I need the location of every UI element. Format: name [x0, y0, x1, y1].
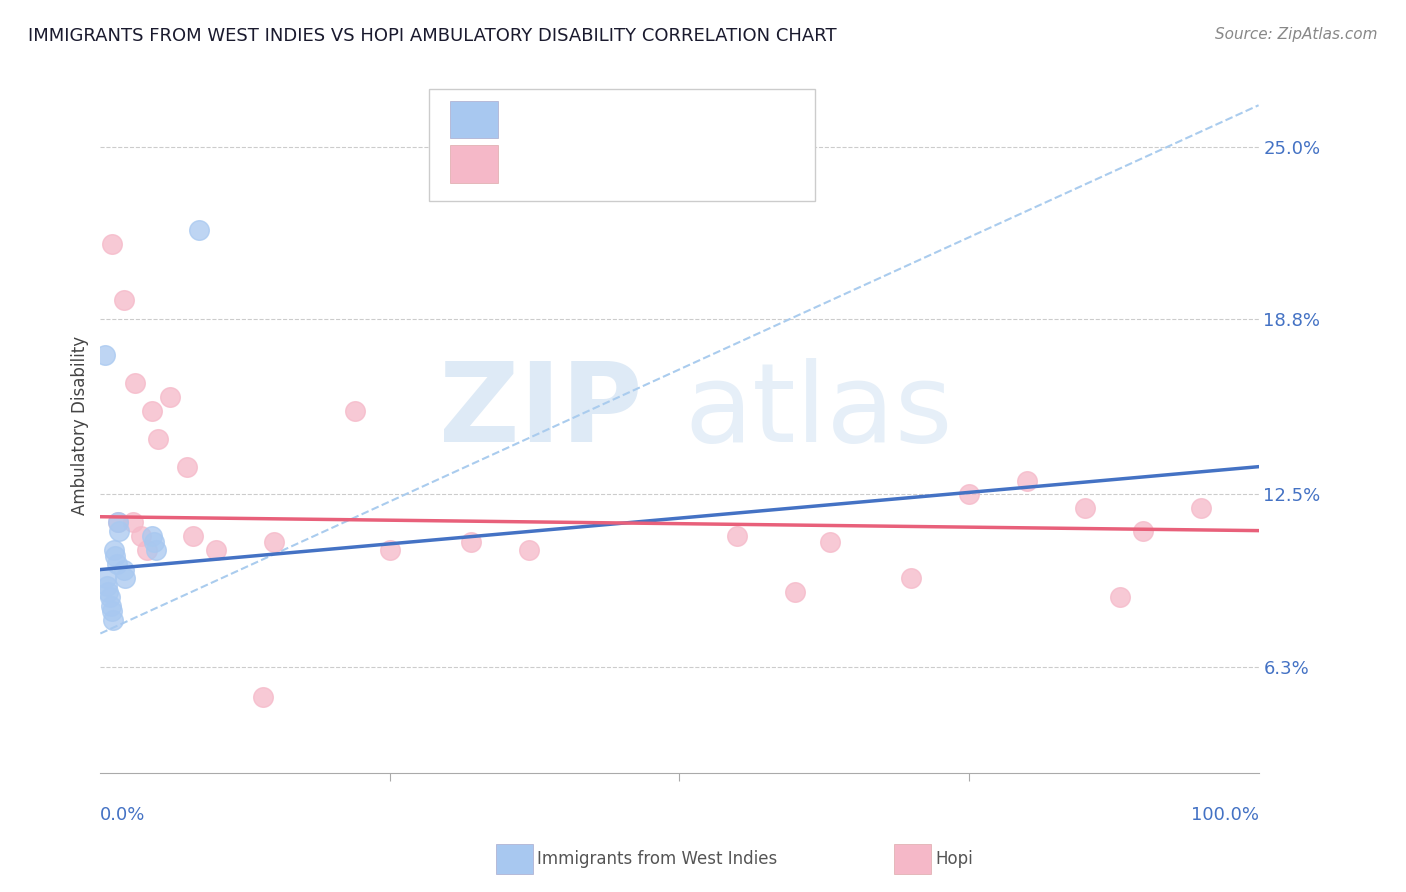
Point [187, 223, 209, 237]
Point [785, 584, 807, 599]
Text: Hopi: Hopi [935, 850, 973, 868]
Text: N = 29: N = 29 [654, 155, 711, 173]
Point [252, 690, 274, 705]
Point [112, 293, 135, 307]
Point [135, 543, 157, 558]
Text: ZIP: ZIP [439, 358, 643, 465]
Point [344, 404, 367, 418]
Point [101, 613, 124, 627]
Point [100, 599, 122, 613]
Point [460, 534, 482, 549]
Point [96, 579, 118, 593]
Point [1189, 501, 1212, 516]
Point [107, 516, 129, 530]
Point [1015, 474, 1038, 488]
Point [141, 404, 163, 418]
Point [148, 432, 170, 446]
Text: Source: ZipAtlas.com: Source: ZipAtlas.com [1215, 27, 1378, 42]
Point [105, 557, 128, 571]
Text: 0.228: 0.228 [548, 111, 596, 128]
Point [818, 534, 841, 549]
Point [141, 529, 163, 543]
Point [725, 529, 748, 543]
Point [142, 534, 165, 549]
Point [900, 571, 922, 585]
Point [107, 516, 129, 530]
Point [1132, 524, 1154, 538]
Text: 100.0%: 100.0% [1191, 805, 1258, 824]
Text: -0.029: -0.029 [543, 155, 596, 173]
Point [181, 529, 204, 543]
Point [129, 529, 152, 543]
Point [112, 563, 135, 577]
Point [124, 376, 146, 391]
Point [957, 487, 980, 501]
Text: IMMIGRANTS FROM WEST INDIES VS HOPI AMBULATORY DISABILITY CORRELATION CHART: IMMIGRANTS FROM WEST INDIES VS HOPI AMBU… [28, 27, 837, 45]
Text: R =: R = [506, 111, 537, 128]
Point [101, 604, 124, 618]
Point [104, 549, 127, 563]
Point [94, 571, 117, 585]
Point [101, 237, 124, 252]
Text: Immigrants from West Indies: Immigrants from West Indies [537, 850, 778, 868]
Point [263, 534, 285, 549]
Point [1108, 591, 1130, 605]
Point [121, 516, 143, 530]
Point [1074, 501, 1097, 516]
Point [205, 543, 228, 558]
Text: R =: R = [506, 155, 543, 173]
Point [378, 543, 401, 558]
Text: N = 19: N = 19 [654, 111, 711, 128]
Point [517, 543, 540, 558]
Point [97, 584, 120, 599]
Point [114, 571, 136, 585]
Text: 0.0%: 0.0% [100, 805, 146, 824]
Point [176, 459, 198, 474]
Point [159, 390, 181, 404]
Text: atlas: atlas [685, 358, 953, 465]
Point [94, 349, 117, 363]
Point [108, 524, 131, 538]
Point [98, 591, 121, 605]
Point [103, 543, 125, 558]
Point [145, 543, 167, 558]
Y-axis label: Ambulatory Disability: Ambulatory Disability [72, 335, 89, 515]
